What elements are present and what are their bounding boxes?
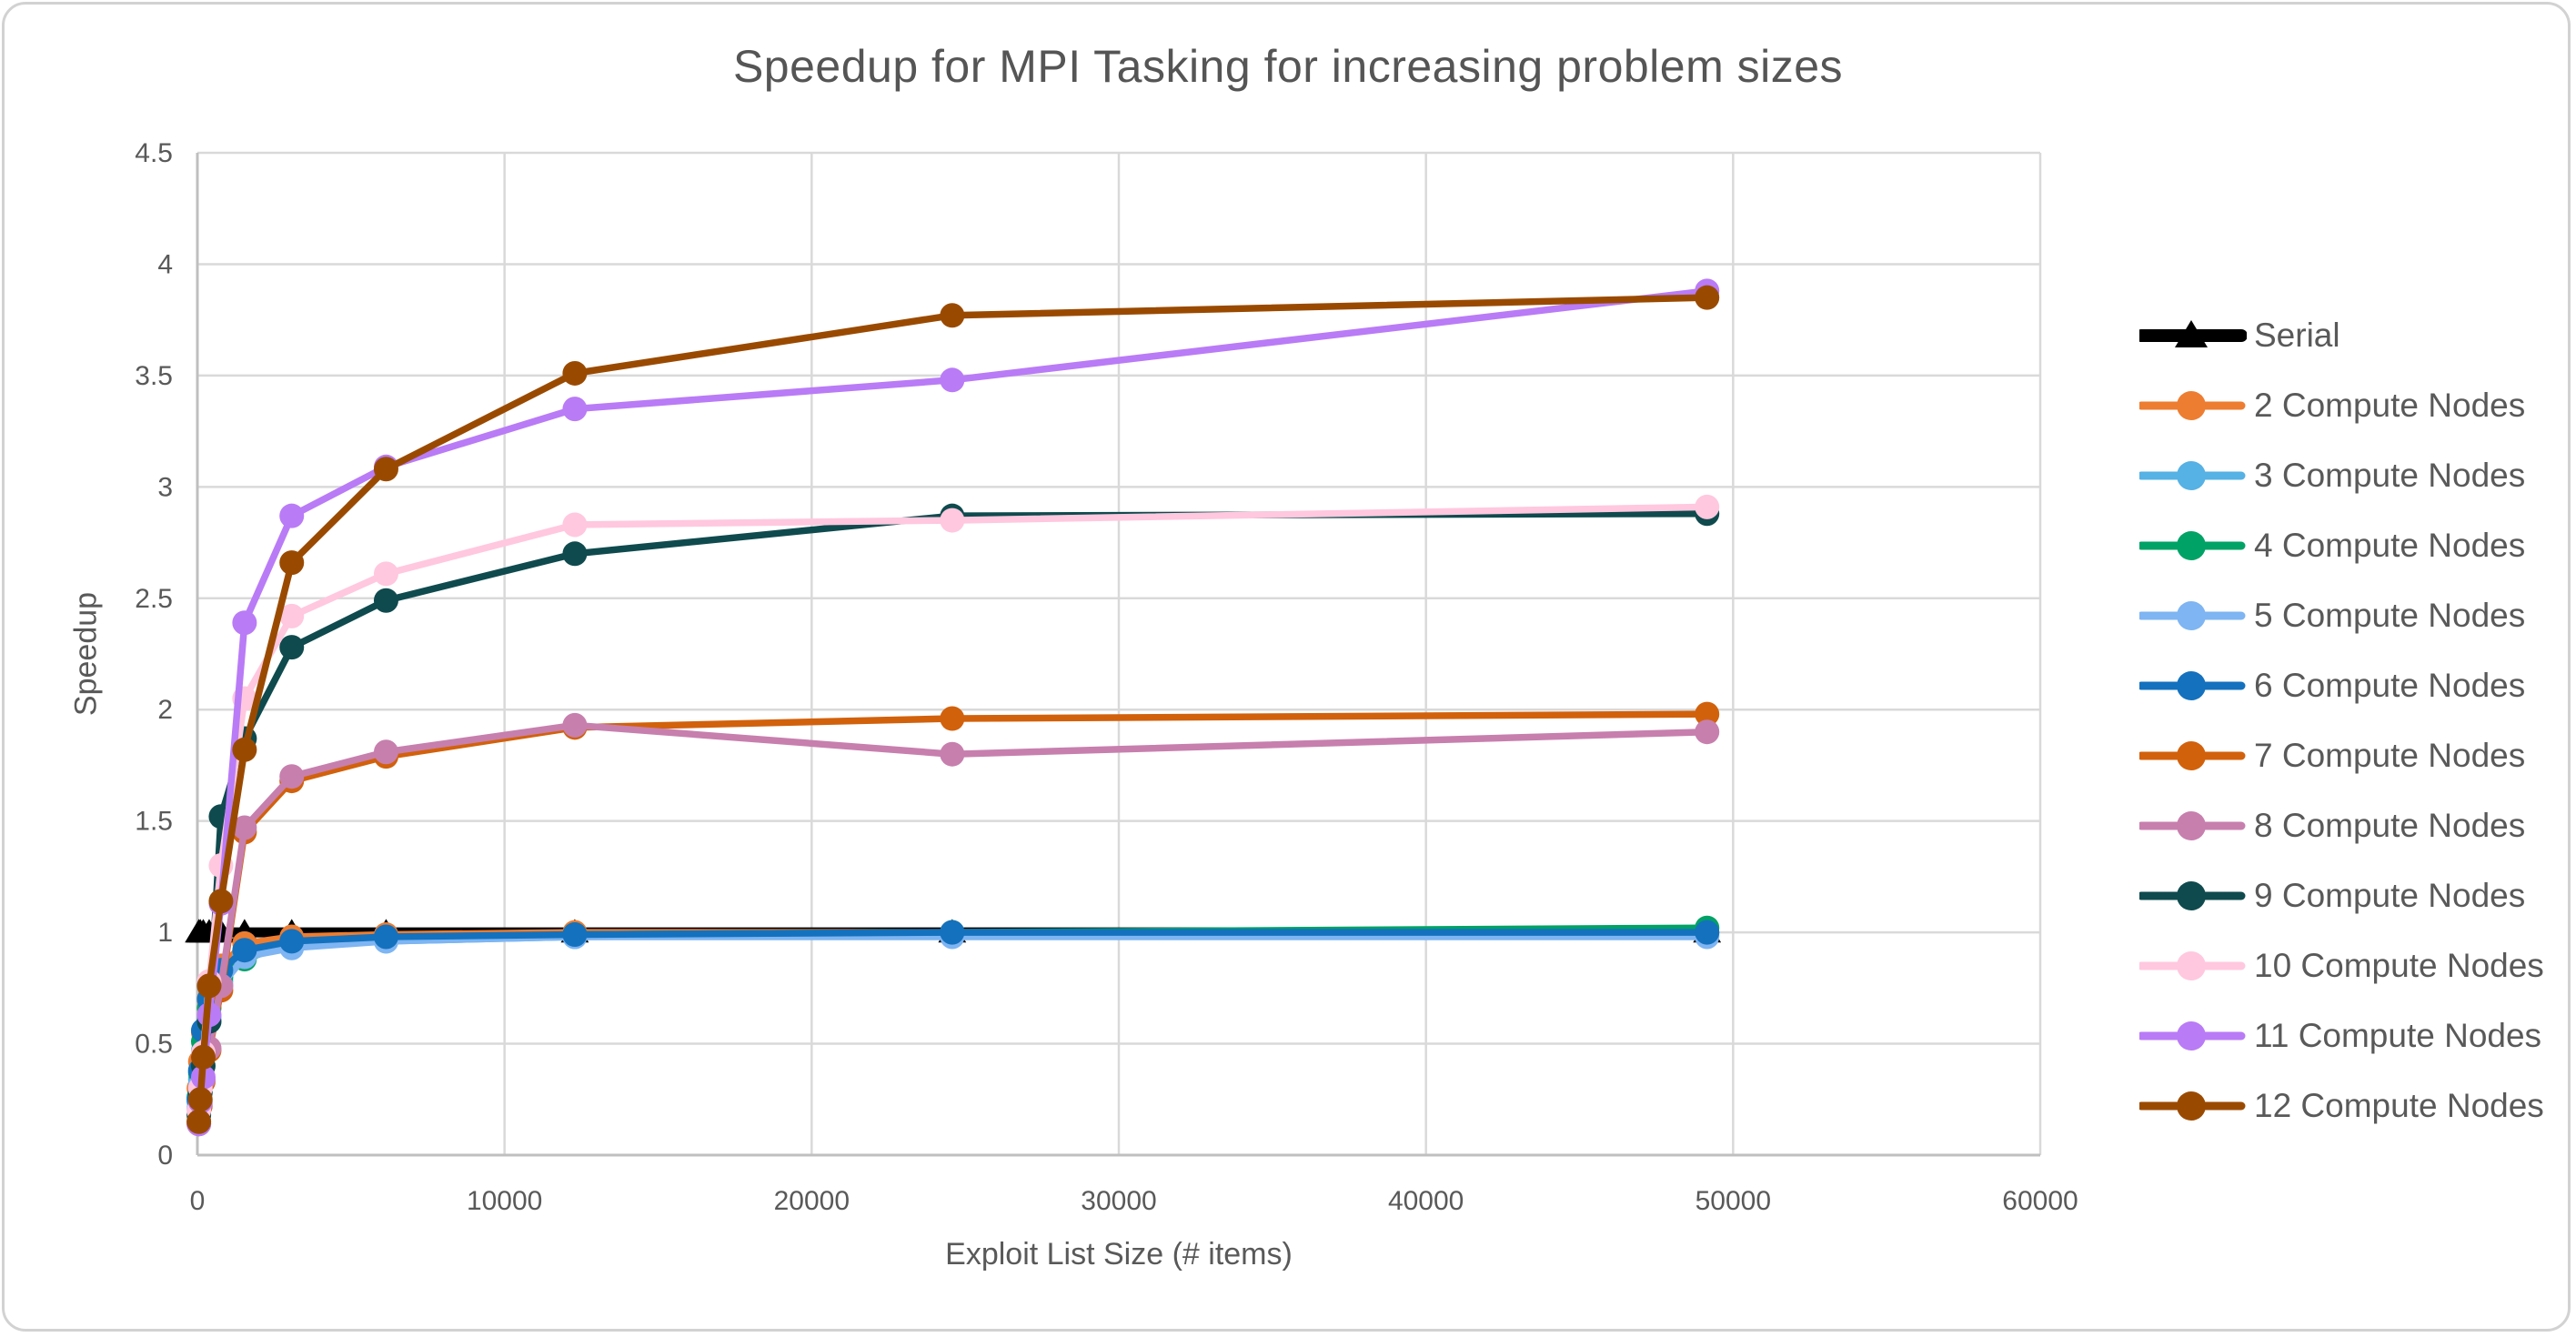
- marker-circle: [279, 603, 305, 628]
- legend-label: Serial: [2254, 316, 2340, 354]
- legend-item-12-compute-nodes: 12 Compute Nodes: [2139, 1071, 2544, 1141]
- legend-swatch-serial: [2139, 319, 2247, 347]
- marker-circle: [562, 512, 588, 538]
- marker-circle: [1695, 920, 1720, 945]
- legend-item-9-compute-nodes: 9 Compute Nodes: [2139, 860, 2544, 930]
- y-tick-label: 3.5: [135, 361, 173, 391]
- marker-circle: [562, 360, 588, 386]
- x-tick-label: 10000: [467, 1186, 542, 1216]
- y-tick-label: 2.5: [135, 584, 173, 614]
- y-tick-label: 0: [157, 1141, 173, 1171]
- legend: Serial 2 Compute Nodes 3 Compute Nodes 4 Co…: [2139, 300, 2544, 1141]
- marker-circle: [232, 815, 257, 840]
- marker-circle: [373, 924, 398, 950]
- marker-circle: [373, 457, 398, 482]
- y-axis-title: Speedup: [68, 591, 104, 717]
- x-tick-label: 50000: [1696, 1186, 1771, 1216]
- chart-title: Speedup for MPI Tasking for increasing p…: [732, 41, 1844, 92]
- marker-circle: [940, 367, 965, 393]
- marker-circle: [940, 920, 965, 945]
- legend-item-8-compute-nodes: 8 Compute Nodes: [2139, 790, 2544, 860]
- y-tick-label: 0.5: [135, 1030, 173, 1060]
- legend-label: 6 Compute Nodes: [2254, 666, 2526, 704]
- tick-labels: 0 10000 20000 30000 40000 50000 60000 0 0.5 1 1.5 2…: [135, 138, 2078, 1216]
- marker-circle: [373, 561, 398, 587]
- y-tick-label: 4: [157, 249, 173, 279]
- y-tick-label: 1.5: [135, 807, 173, 837]
- marker-circle: [562, 922, 588, 948]
- marker-circle: [279, 635, 305, 660]
- marker-circle: [208, 889, 234, 914]
- y-tick-label: 2: [157, 695, 173, 725]
- x-axis-title: Exploit List Size (# items): [945, 1237, 1293, 1272]
- marker-circle: [232, 938, 257, 963]
- legend-swatch-8-compute-nodes: [2139, 810, 2246, 840]
- marker-circle: [279, 550, 305, 576]
- marker-circle: [562, 541, 588, 567]
- marker-circle: [940, 303, 965, 328]
- x-tick-label: 60000: [2002, 1186, 2078, 1216]
- marker-circle: [940, 741, 965, 767]
- marker-circle: [279, 764, 305, 789]
- marker-circle: [1695, 719, 1720, 745]
- legend-swatch-12-compute-nodes: [2139, 1091, 2246, 1121]
- marker-circle: [232, 737, 257, 762]
- x-tick-label: 30000: [1081, 1186, 1156, 1216]
- marker-circle: [1695, 494, 1720, 519]
- legend-label: 10 Compute Nodes: [2254, 946, 2544, 984]
- marker-circle: [279, 929, 305, 954]
- x-tick-label: 0: [190, 1186, 206, 1216]
- marker-circle: [1695, 285, 1720, 310]
- legend-swatch-5-compute-nodes: [2139, 600, 2246, 630]
- legend-item-6-compute-nodes: 6 Compute Nodes: [2139, 650, 2544, 720]
- legend-label: 7 Compute Nodes: [2254, 736, 2526, 774]
- legend-label: 4 Compute Nodes: [2254, 526, 2526, 564]
- marker-circle: [232, 610, 257, 636]
- legend-item-2-compute-nodes: 2 Compute Nodes: [2139, 370, 2544, 440]
- legend-label: 8 Compute Nodes: [2254, 806, 2526, 844]
- legend-label: 2 Compute Nodes: [2254, 386, 2526, 424]
- marker-circle: [187, 1087, 213, 1112]
- marker-circle: [186, 1109, 212, 1134]
- legend-swatch-4-compute-nodes: [2139, 530, 2246, 560]
- marker-circle: [373, 739, 398, 765]
- marker-circle: [562, 397, 588, 422]
- legend-item-5-compute-nodes: 5 Compute Nodes: [2139, 580, 2544, 650]
- legend-swatch-2-compute-nodes: [2139, 390, 2246, 420]
- y-tick-label: 1: [157, 918, 173, 948]
- legend-swatch-11-compute-nodes: [2139, 1020, 2246, 1050]
- legend-swatch-9-compute-nodes: [2139, 880, 2246, 910]
- legend-swatch-10-compute-nodes: [2139, 950, 2246, 980]
- legend-swatch-6-compute-nodes: [2139, 670, 2246, 700]
- marker-circle: [190, 1044, 216, 1070]
- legend-item-10-compute-nodes: 10 Compute Nodes: [2139, 930, 2544, 1000]
- legend-label: 9 Compute Nodes: [2254, 876, 2526, 914]
- legend-item-serial: Serial: [2139, 300, 2544, 370]
- marker-circle: [196, 973, 222, 999]
- x-tick-label: 20000: [774, 1186, 850, 1216]
- legend-label: 5 Compute Nodes: [2254, 596, 2526, 634]
- x-tick-label: 40000: [1388, 1186, 1464, 1216]
- marker-circle: [940, 706, 965, 731]
- y-tick-label: 4.5: [135, 138, 173, 168]
- legend-label: 3 Compute Nodes: [2254, 456, 2526, 494]
- marker-circle: [940, 508, 965, 533]
- legend-label: 11 Compute Nodes: [2254, 1016, 2542, 1054]
- series-12-compute-nodes: [186, 285, 1720, 1134]
- marker-circle: [1695, 701, 1720, 727]
- legend-label: 12 Compute Nodes: [2254, 1086, 2544, 1124]
- marker-circle: [279, 503, 305, 528]
- legend-item-7-compute-nodes: 7 Compute Nodes: [2139, 720, 2544, 790]
- gridlines: [197, 151, 2042, 1155]
- legend-item-11-compute-nodes: 11 Compute Nodes: [2139, 1000, 2544, 1071]
- legend-item-4-compute-nodes: 4 Compute Nodes: [2139, 510, 2544, 580]
- legend-item-3-compute-nodes: 3 Compute Nodes: [2139, 440, 2544, 510]
- legend-swatch-7-compute-nodes: [2139, 740, 2246, 770]
- marker-circle: [373, 588, 398, 613]
- legend-swatch-3-compute-nodes: [2139, 460, 2246, 490]
- y-tick-label: 3: [157, 472, 173, 502]
- marker-circle: [562, 712, 588, 738]
